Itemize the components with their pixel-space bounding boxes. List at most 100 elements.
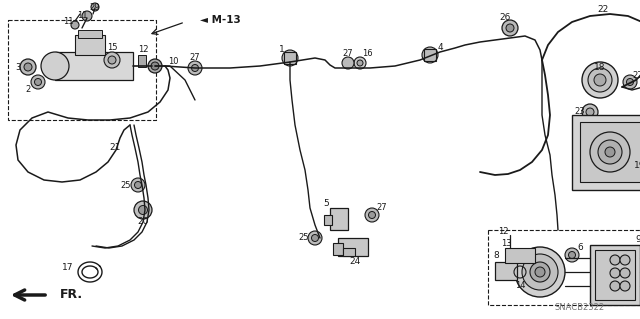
Bar [343, 248, 355, 256]
Circle shape [568, 251, 575, 258]
Circle shape [188, 61, 202, 75]
Text: 3: 3 [15, 63, 20, 71]
Circle shape [138, 205, 147, 214]
Circle shape [365, 208, 379, 222]
Text: 10: 10 [168, 57, 179, 66]
Bar [590, 245, 640, 305]
Text: 16: 16 [362, 48, 372, 57]
Circle shape [506, 24, 514, 32]
Text: 27: 27 [633, 70, 640, 79]
Text: 17: 17 [62, 263, 74, 272]
Text: 11: 11 [63, 18, 73, 26]
Circle shape [71, 21, 79, 29]
Text: 24: 24 [349, 257, 360, 266]
Text: 22: 22 [597, 5, 609, 14]
Text: 15: 15 [107, 43, 117, 53]
Bar [572, 115, 640, 190]
Bar [55, 52, 133, 80]
Text: FR.: FR. [60, 288, 83, 301]
Bar [338, 238, 368, 256]
Bar [495, 262, 517, 280]
Bar [333, 243, 343, 255]
Bar [505, 248, 535, 263]
Circle shape [530, 262, 550, 282]
Text: 25: 25 [121, 181, 131, 189]
Circle shape [502, 20, 518, 36]
Text: 27: 27 [377, 203, 387, 211]
Text: 2: 2 [26, 85, 31, 94]
Circle shape [620, 255, 630, 265]
Circle shape [605, 147, 615, 157]
Text: 8: 8 [493, 251, 499, 261]
Text: 13: 13 [500, 240, 511, 249]
Bar [284, 52, 296, 64]
Text: ◄ M-13: ◄ M-13 [200, 15, 241, 25]
Circle shape [598, 140, 622, 164]
Text: 9: 9 [635, 235, 640, 244]
Text: 19: 19 [634, 160, 640, 169]
Text: 23: 23 [575, 108, 586, 116]
Text: 1: 1 [279, 46, 285, 55]
Text: 26: 26 [499, 13, 511, 23]
Bar [424, 49, 436, 61]
Circle shape [515, 247, 565, 297]
Circle shape [590, 132, 630, 172]
Circle shape [191, 64, 198, 71]
Bar [75, 35, 105, 55]
Circle shape [312, 234, 319, 241]
Text: 5: 5 [323, 199, 329, 209]
Text: 25: 25 [299, 234, 309, 242]
Text: 27: 27 [189, 54, 200, 63]
Circle shape [131, 178, 145, 192]
Text: 12: 12 [138, 46, 148, 55]
Circle shape [148, 59, 162, 73]
Text: 6: 6 [577, 243, 583, 253]
Circle shape [565, 248, 579, 262]
Circle shape [582, 104, 598, 120]
Circle shape [354, 57, 366, 69]
Text: 12: 12 [498, 226, 508, 235]
Text: 20: 20 [138, 218, 148, 226]
Circle shape [31, 75, 45, 89]
Bar [488, 230, 640, 305]
Bar [78, 30, 102, 38]
Circle shape [282, 50, 298, 66]
Circle shape [627, 78, 634, 85]
Circle shape [91, 3, 99, 11]
Circle shape [35, 78, 42, 85]
Circle shape [594, 74, 606, 86]
Text: 21: 21 [109, 144, 121, 152]
Text: SNACB2322: SNACB2322 [555, 303, 605, 313]
Text: 11: 11 [77, 11, 87, 20]
Circle shape [588, 68, 612, 92]
Circle shape [82, 11, 92, 21]
Text: 4: 4 [437, 43, 443, 53]
Circle shape [586, 108, 594, 116]
Text: 14: 14 [515, 280, 525, 290]
Circle shape [369, 211, 376, 219]
Bar [8, 20, 156, 120]
Circle shape [620, 268, 630, 278]
Circle shape [20, 59, 36, 75]
Circle shape [151, 62, 159, 70]
Circle shape [610, 281, 620, 291]
Circle shape [582, 62, 618, 98]
Circle shape [522, 254, 558, 290]
Text: 27: 27 [342, 48, 353, 57]
Bar [138, 55, 146, 67]
Circle shape [623, 75, 637, 89]
Bar [330, 208, 348, 230]
Circle shape [108, 56, 116, 64]
Circle shape [357, 60, 363, 66]
Circle shape [24, 63, 32, 71]
Bar [595, 250, 635, 300]
Circle shape [308, 231, 322, 245]
Text: 18: 18 [595, 63, 605, 72]
Circle shape [342, 57, 354, 69]
Bar [580, 122, 640, 182]
Circle shape [620, 281, 630, 291]
Bar [324, 215, 332, 225]
Text: 29: 29 [90, 4, 100, 12]
Circle shape [134, 201, 152, 219]
Circle shape [134, 182, 141, 189]
